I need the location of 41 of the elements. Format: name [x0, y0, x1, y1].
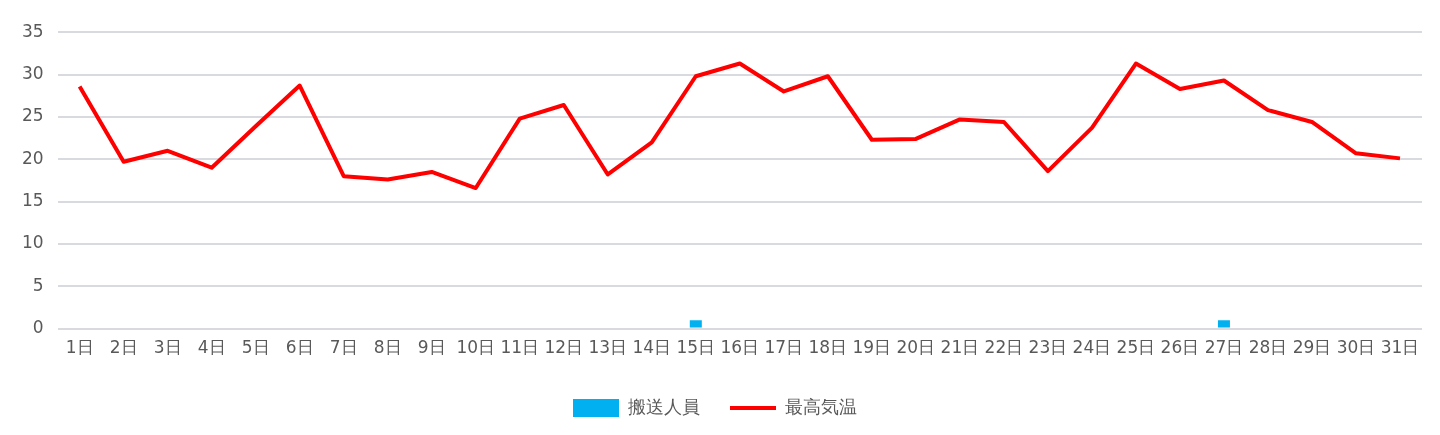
- x-tick-label: 27日: [1204, 337, 1244, 358]
- y-tick-label: 15: [21, 189, 44, 210]
- x-tick-label: 24日: [1072, 337, 1112, 358]
- x-tick-label: 9日: [417, 337, 446, 358]
- x-tick-label: 16日: [720, 337, 760, 358]
- x-tick-label: 15日: [676, 337, 716, 358]
- x-tick-label: 12日: [544, 337, 584, 358]
- y-tick-label: 5: [32, 274, 44, 295]
- y-tick-label: 20: [21, 147, 44, 168]
- legend-label: 最高気温: [785, 395, 857, 417]
- x-tick-label: 17日: [764, 337, 804, 358]
- x-tick-label: 26日: [1160, 337, 1200, 358]
- x-tick-label: 25日: [1116, 337, 1156, 358]
- x-tick-label: 5日: [241, 337, 270, 358]
- x-tick-label: 8日: [373, 337, 402, 358]
- x-tick-label: 14日: [632, 337, 672, 358]
- legend-label: 搬送人員: [628, 395, 700, 417]
- x-tick-label: 19日: [852, 337, 892, 358]
- x-tick-label: 31日: [1380, 337, 1420, 358]
- x-tick-label: 2日: [109, 337, 138, 358]
- x-tick-label: 11日: [500, 337, 540, 358]
- y-tick-label: 0: [32, 317, 44, 338]
- x-tick-label: 1日: [65, 337, 94, 358]
- x-tick-label: 18日: [808, 337, 848, 358]
- x-tick-label: 7日: [329, 337, 358, 358]
- x-tick-label: 22日: [984, 337, 1024, 358]
- y-tick-label: 10: [21, 232, 44, 253]
- x-tick-label: 10日: [456, 337, 496, 358]
- y-tick-label: 30: [21, 62, 44, 83]
- y-tick-label: 25: [21, 105, 44, 126]
- x-tick-label: 4日: [197, 337, 226, 358]
- x-tick-label: 20日: [896, 337, 936, 358]
- x-tick-label: 23日: [1028, 337, 1068, 358]
- x-tick-label: 6日: [285, 337, 314, 358]
- x-tick-label: 28日: [1248, 337, 1288, 358]
- y-tick-label: 35: [21, 20, 44, 41]
- x-tick-label: 13日: [588, 337, 628, 358]
- x-tick-label: 30日: [1336, 337, 1376, 358]
- x-tick-label: 21日: [940, 337, 980, 358]
- x-tick-label: 29日: [1292, 337, 1332, 358]
- x-tick-label: 3日: [153, 337, 182, 358]
